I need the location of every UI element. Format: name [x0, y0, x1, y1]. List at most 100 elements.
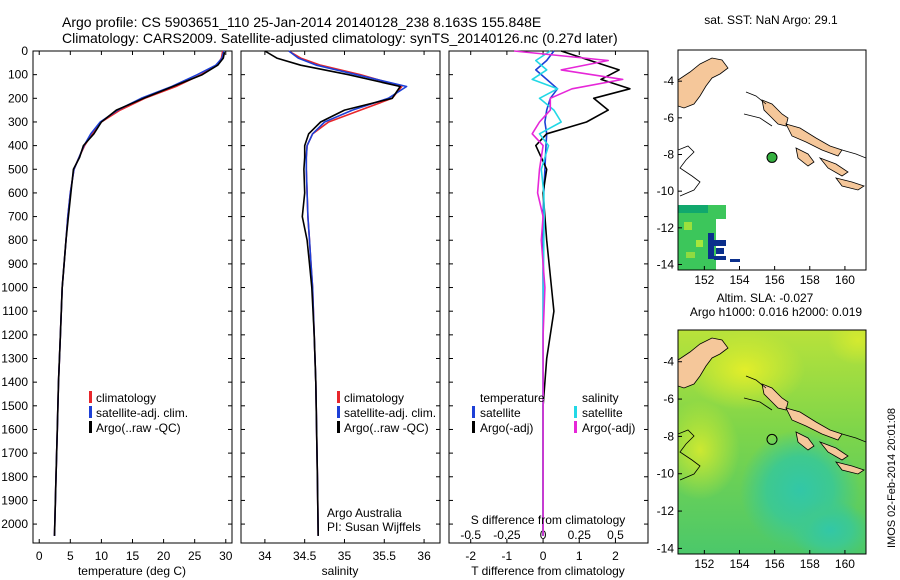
- x-tick-label: 34: [258, 549, 272, 563]
- sst-patch: [714, 240, 726, 246]
- x-tick-label: 35: [338, 549, 352, 563]
- depth-tick-label: 100: [8, 68, 28, 82]
- sla-anomaly-low: [790, 500, 866, 554]
- sla-land-new-guinea: [678, 337, 729, 389]
- map-y-tick-label: -6: [663, 392, 674, 406]
- sst-patch: [686, 252, 695, 258]
- sst-patch: [730, 259, 740, 262]
- map-x-tick-label: 160: [835, 557, 855, 571]
- sst-land-solomons-3: [835, 177, 865, 191]
- depth-tick-label: 1400: [1, 375, 28, 389]
- sla-anomaly-high: [678, 400, 740, 500]
- map-x-tick-label: 152: [694, 557, 714, 571]
- map-x-tick-label: 156: [765, 273, 785, 287]
- depth-tick-label: 1900: [1, 493, 28, 507]
- series-line: [53, 50, 224, 536]
- sst-land-new-britain: [761, 99, 789, 127]
- depth-tick-label: 2000: [1, 517, 28, 531]
- sst-land-bougainville: [785, 123, 843, 157]
- map-y-tick-label: -10: [657, 467, 675, 481]
- header-line-2: Climatology: CARS2009. Satellite-adjuste…: [62, 30, 618, 46]
- legend-label-temp-argo: Argo(-adj): [480, 421, 533, 435]
- sst-land-solomons-2: [818, 157, 849, 177]
- depth-tick-label: 1600: [1, 422, 28, 436]
- x-tick-label: 34.5: [293, 549, 317, 563]
- x-tick-label: 35.5: [373, 549, 397, 563]
- sla-land-solomons-2: [818, 441, 849, 461]
- depth-tick-label: 1700: [1, 446, 28, 460]
- sst-patch: [716, 205, 726, 219]
- depth-tick-label: 700: [8, 210, 28, 224]
- legend-swatch-climatology: [89, 391, 92, 403]
- depth-tick-label: 200: [8, 91, 28, 105]
- legend-swatch-satellite: [337, 406, 340, 418]
- x-tick-label: 5: [67, 549, 74, 563]
- legend-title-temperature: temperature: [480, 391, 545, 405]
- x-tick-label: 36: [417, 549, 431, 563]
- x-tick-label: 15: [126, 549, 140, 563]
- map-y-tick-label: -8: [663, 148, 674, 162]
- map-y-tick-label: -4: [663, 74, 674, 88]
- legend-swatch-temp-satellite: [472, 406, 475, 418]
- legend-label-sal-argo: Argo(-adj): [582, 421, 635, 435]
- sla-map-axes: 152 154 156 158 160 -4 -6 -8 -10 -12 -14: [657, 355, 856, 571]
- map-y-tick-label: -4: [663, 355, 674, 369]
- series-line: [53, 52, 226, 536]
- temperature-panel: [32, 50, 233, 544]
- sla-land-solomons-1: [795, 431, 815, 451]
- series-line: [514, 50, 624, 536]
- series-line: [288, 50, 408, 536]
- sst-land-new-guinea: [678, 57, 729, 109]
- salinity-plot: 34 34.5 35 35.5 36: [258, 50, 431, 563]
- legend-title-salinity: salinity: [582, 391, 619, 405]
- x-top-tick-label: -0.5: [460, 528, 481, 542]
- legend-label-argo: Argo(..raw -QC): [344, 421, 429, 435]
- temperature-legend: climatology satellite-adj. clim. Argo(..…: [89, 391, 188, 435]
- depth-tick-label: 1300: [1, 352, 28, 366]
- x-tick-label: 30: [219, 549, 233, 563]
- sst-patch: [716, 248, 724, 254]
- legend-label-climatology: climatology: [344, 391, 404, 405]
- series-line: [288, 50, 403, 536]
- sst-patch: [678, 205, 708, 213]
- series-line: [264, 50, 402, 536]
- series-line: [531, 50, 563, 536]
- x-tick-label: 1: [576, 549, 583, 563]
- x-tick-label: -2: [465, 549, 476, 563]
- legend-swatch-satellite: [89, 406, 92, 418]
- sla-coast-line: [678, 429, 701, 481]
- map-x-tick-label: 152: [694, 273, 714, 287]
- map-x-tick-label: 154: [729, 557, 749, 571]
- legend-swatch-argo: [337, 421, 340, 433]
- x-tick-label: -1: [502, 549, 513, 563]
- x-tick-label: 0: [36, 549, 43, 563]
- depth-tick-label: 1000: [1, 281, 28, 295]
- sst-map-axes: 152 154 156 158 160 -4 -6 -8 -10 -12 -14: [657, 74, 856, 287]
- difference-panel: [448, 50, 649, 544]
- depth-tick-label: 1800: [1, 470, 28, 484]
- sla-land-new-britain: [761, 383, 789, 411]
- sst-map-frame: [677, 49, 867, 271]
- sla-coast-line: [743, 375, 866, 443]
- sla-map-title: Altim. SLA: -0.027: [717, 291, 814, 305]
- map-y-tick-label: -8: [663, 429, 674, 443]
- sst-patch: [684, 222, 692, 230]
- sst-patch: [714, 256, 726, 260]
- depth-tick-label: 0: [21, 44, 28, 58]
- difference-plot: -2 -1 0 1 2-0.5 -0.25 0 0.25 0.5: [460, 50, 631, 563]
- x-tick-label: 25: [188, 549, 202, 563]
- series-line: [534, 50, 631, 536]
- depth-tick-label: 500: [8, 162, 28, 176]
- depth-tick-label: 1100: [2, 304, 28, 318]
- sla-land-solomons-3: [835, 461, 865, 475]
- difference-legend-temperature: temperature satellite Argo(-adj): [472, 391, 545, 435]
- legend-label-climatology: climatology: [96, 391, 156, 405]
- legend-swatch-argo: [89, 421, 92, 433]
- salinity-xlabel: salinity: [322, 564, 359, 578]
- depth-axis: 0 100 200 300 400 500 600 700 800 900 1000 1100 1200…: [1, 44, 648, 531]
- x-tick-label: 2: [612, 549, 619, 563]
- map-y-tick-label: -6: [663, 111, 674, 125]
- sst-map-title: sat. SST: NaN Argo: 29.1: [704, 13, 838, 27]
- x-top-tick-label: 0.25: [568, 528, 592, 542]
